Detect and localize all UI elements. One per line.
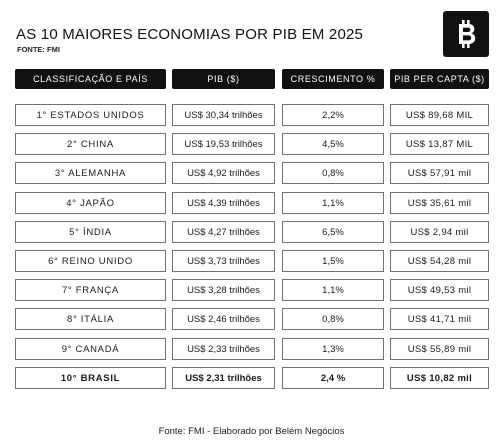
gdp-cell: US$ 4,92 trilhões [172, 162, 275, 184]
per-capita-cell: US$ 49,53 mil [390, 279, 489, 301]
logo [443, 11, 489, 57]
growth-cell: 1,3% [282, 338, 384, 360]
growth-cell: 2,2% [282, 104, 384, 126]
gdp-cell: US$ 2,31 trilhões [172, 367, 275, 389]
per-capita-cell: US$ 41,71 mil [390, 308, 489, 330]
growth-cell: 0,8% [282, 162, 384, 184]
per-capita-cell: US$ 10,82 mil [390, 367, 489, 389]
rank-country-cell: 8° ITÁLIA [15, 308, 166, 330]
column-header-gdp: PIB ($) [172, 69, 275, 89]
rank-country-cell: 1° ESTADOS UNIDOS [15, 104, 166, 126]
rank-country-cell: 5° ÍNDIA [15, 221, 166, 243]
source-label: FONTE: FMI [17, 45, 60, 54]
per-capita-cell: US$ 89,68 MIL [390, 104, 489, 126]
gdp-cell: US$ 30,34 trilhões [172, 104, 275, 126]
gdp-cell: US$ 4,39 trilhões [172, 192, 275, 214]
rank-country-cell: 4° JAPÃO [15, 192, 166, 214]
growth-cell: 1,1% [282, 192, 384, 214]
per-capita-cell: US$ 55,89 mil [390, 338, 489, 360]
footer-source: Fonte: FMI - Elaborado por Belém Negócio… [158, 426, 345, 437]
page-title: AS 10 MAIORES ECONOMIAS POR PIB EM 2025 [16, 26, 364, 43]
rank-country-cell: 6° REINO UNIDO [15, 250, 166, 272]
gdp-cell: US$ 3,73 trilhões [172, 250, 275, 272]
rank-country-cell: 9° CANADÁ [15, 338, 166, 360]
rank-country-cell: 3° ALEMANHA [15, 162, 166, 184]
column-header-growth: CRESCIMENTO % [282, 69, 384, 89]
gdp-cell: US$ 4,27 trilhões [172, 221, 275, 243]
column-header-per-capita: PIB PER CAPTA ($) [390, 69, 489, 89]
rank-country-cell: 2° CHINA [15, 133, 166, 155]
growth-cell: 6,5% [282, 221, 384, 243]
column-header-rank: CLASSIFICAÇÃO E PAÍS [15, 69, 166, 89]
rank-country-cell: 10° BRASIL [15, 367, 166, 389]
gdp-cell: US$ 3,28 trilhões [172, 279, 275, 301]
gdp-cell: US$ 19,53 trilhões [172, 133, 275, 155]
per-capita-cell: US$ 2,94 mil [390, 221, 489, 243]
rank-country-cell: 7° FRANÇA [15, 279, 166, 301]
bitcoin-icon [459, 20, 476, 48]
growth-cell: 1,1% [282, 279, 384, 301]
growth-cell: 1,5% [282, 250, 384, 272]
growth-cell: 4,5% [282, 133, 384, 155]
gdp-cell: US$ 2,33 trilhões [172, 338, 275, 360]
growth-cell: 2,4 % [282, 367, 384, 389]
per-capita-cell: US$ 13,87 MIL [390, 133, 489, 155]
per-capita-cell: US$ 54,28 mil [390, 250, 489, 272]
per-capita-cell: US$ 57,91 mil [390, 162, 489, 184]
gdp-cell: US$ 2,46 trilhões [172, 308, 275, 330]
growth-cell: 0,8% [282, 308, 384, 330]
per-capita-cell: US$ 35,61 mil [390, 192, 489, 214]
